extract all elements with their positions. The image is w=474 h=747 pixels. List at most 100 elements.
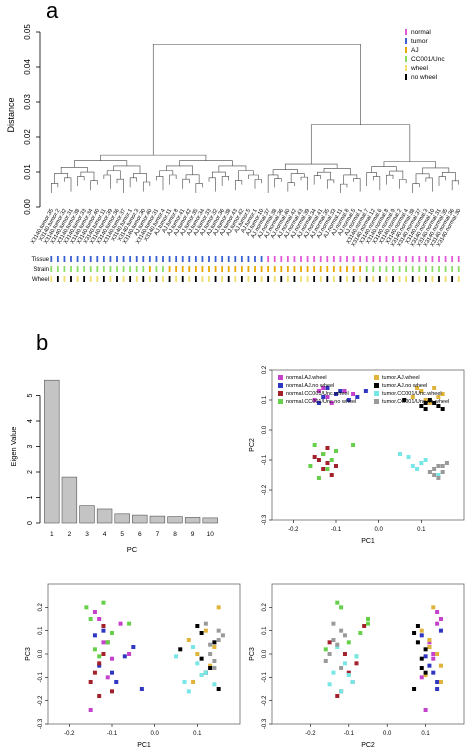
track-cell (175, 276, 178, 282)
track-cell (96, 266, 99, 272)
track-cell (267, 266, 270, 272)
scatter-point (321, 467, 326, 471)
annotation-tracks: Tissue Strain Wheel (32, 256, 460, 283)
dendrogram-leaf-labels: X3140.tumor.35X3140.tumor.2X3140.tumor.3… (30, 208, 462, 248)
scatter-point (346, 673, 351, 677)
track-cell (346, 256, 348, 262)
scatter-point (101, 628, 106, 633)
track-cell (227, 276, 230, 282)
scatter-point (139, 687, 144, 691)
dendrogram-link (50, 183, 59, 193)
legend-swatch (405, 56, 407, 62)
dendrogram-link (326, 179, 335, 189)
track-cell (372, 256, 375, 262)
track-cell (181, 256, 184, 262)
scatter-legend-swatch (278, 375, 283, 380)
scatter-y-tick-label: 0.2 (262, 365, 268, 374)
scatter-point (342, 661, 347, 666)
scatter-y-tick-label: -0.3 (262, 514, 268, 525)
scatter-point (88, 680, 93, 684)
scatter-point (335, 645, 340, 649)
scatter-point (338, 389, 343, 393)
scatter-point (415, 467, 420, 471)
track-cell (83, 266, 86, 272)
track-cell (286, 266, 289, 272)
track-cell (385, 266, 388, 272)
scatter-y-tick-label: -0.3 (38, 718, 44, 729)
scatter-point (335, 694, 340, 698)
scatter-point (325, 446, 330, 450)
scatter-point (195, 661, 200, 666)
dendrogram-link (208, 177, 216, 192)
dendrogram-link (386, 174, 394, 185)
dendrogram-link (169, 174, 177, 185)
scatter-point (423, 673, 428, 677)
bar-x-tick-label: 8 (173, 531, 177, 538)
scatter-point (366, 621, 370, 626)
scatter-point (419, 675, 424, 680)
scatter-point (308, 464, 313, 468)
scatter-point (435, 680, 440, 684)
track-cell (214, 266, 217, 272)
dendrogram-link (90, 180, 98, 191)
scatter-point (186, 689, 191, 694)
scatter-point (334, 449, 338, 453)
dendrogram-link (100, 154, 207, 161)
scatter-point (423, 654, 428, 659)
track-cell (89, 266, 92, 272)
scatter-point (208, 666, 213, 670)
scatter-point (438, 628, 443, 633)
legend-label: CC001/Unc (411, 56, 445, 63)
track-cell (221, 256, 224, 262)
dendrogram-link (103, 174, 111, 189)
legend-swatch (405, 74, 407, 80)
eigen-bar (184, 517, 201, 524)
track-cell (254, 256, 256, 262)
track-cell (332, 266, 335, 272)
scatter-point (427, 638, 432, 642)
scatter-point (334, 464, 338, 468)
scatter-point (105, 640, 110, 645)
bar-x-tick-label: 4 (103, 531, 107, 538)
track-cell (273, 256, 276, 262)
dendrogram-link (425, 177, 433, 192)
track-cell (56, 256, 59, 262)
track-cell (267, 276, 270, 282)
track-cell (313, 276, 316, 282)
track-cell (240, 256, 243, 262)
dendrogram-link (80, 171, 95, 181)
scatter-point (419, 633, 424, 638)
bar-x-tick-label: 9 (191, 531, 195, 538)
panel-label-a: a (46, 0, 59, 23)
dendrogram-link (372, 176, 381, 191)
legend-label: tumor (411, 38, 428, 45)
bar-x-tick-label: 2 (68, 531, 72, 538)
track-cell (418, 266, 421, 272)
track-cell (418, 276, 421, 282)
bar-x-tick-label: 1 (50, 531, 54, 538)
bar-x-tick-label: 10 (207, 531, 215, 538)
track-cell (332, 276, 335, 282)
legend-label: normal (411, 29, 431, 36)
track-cell (188, 276, 191, 282)
scatter-point (321, 386, 326, 390)
track-cell (398, 256, 401, 262)
bar-x-tick-label: 5 (120, 531, 124, 538)
scatter-point (438, 680, 443, 684)
scatter-y-tick-label: -0.1 (262, 454, 268, 465)
legend-label: wheel (410, 65, 429, 72)
scatter-point (415, 640, 420, 645)
track-cell (346, 266, 348, 272)
dendrogram-link (116, 178, 124, 193)
scatter-point (423, 458, 428, 462)
dendrogram-link (383, 161, 437, 168)
scatter-point (186, 638, 191, 642)
dendrogram-link (353, 178, 361, 192)
scatter-point (325, 461, 330, 465)
dendrogram-link (287, 182, 295, 192)
track-cell (457, 266, 460, 272)
track-cell (162, 276, 164, 282)
bar-y-tick-label: 5 (27, 393, 34, 397)
track-cell (181, 276, 184, 282)
scatter-point (178, 647, 183, 652)
